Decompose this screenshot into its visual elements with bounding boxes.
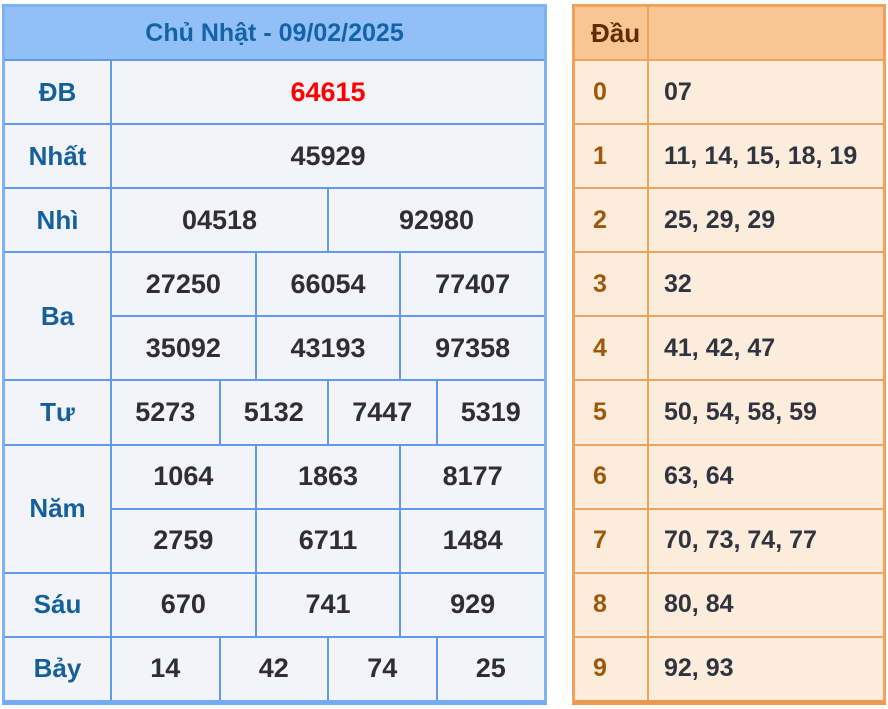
dau-values-4: 41, 42, 47 <box>649 317 883 380</box>
prize-number: 43193 <box>256 317 400 380</box>
dau-digit-7: 7 <box>575 509 647 572</box>
prize-number: 92980 <box>329 189 544 252</box>
prize-number: 8177 <box>401 445 544 508</box>
dau-digit-8: 8 <box>575 573 647 636</box>
prize-number: 2759 <box>112 509 255 572</box>
prize-number: 14 <box>112 637 219 700</box>
prize-number: 97358 <box>401 317 544 380</box>
prize-number: 27250 <box>112 253 255 316</box>
dau-digit-2: 2 <box>575 189 647 252</box>
prize-number-special: 64615 <box>112 61 544 124</box>
dau-values-5: 50, 54, 58, 59 <box>649 381 883 444</box>
prize-number: 741 <box>256 573 400 636</box>
dau-values-8: 80, 84 <box>649 573 883 636</box>
dau-header-label: Đầu <box>575 7 647 59</box>
dau-digit-6: 6 <box>575 445 647 508</box>
prize-number: 929 <box>401 573 544 636</box>
prize-label-nhi: Nhì <box>5 189 110 252</box>
prize-label-db: ĐB <box>5 61 110 124</box>
prize-label-sau: Sáu <box>5 573 110 636</box>
prize-label-ba: Ba <box>5 253 110 380</box>
dau-digit-3: 3 <box>575 253 647 316</box>
prize-number: 74 <box>329 637 436 700</box>
prize-number: 42 <box>220 637 327 700</box>
prize-number: 6711 <box>256 509 400 572</box>
prize-number: 1863 <box>256 445 400 508</box>
dau-values-6: 63, 64 <box>649 445 883 508</box>
prize-number: 5132 <box>220 381 327 444</box>
dau-values-9: 92, 93 <box>649 637 883 700</box>
prize-number: 7447 <box>329 381 436 444</box>
dau-values-3: 32 <box>649 253 883 316</box>
prize-number: 5273 <box>112 381 219 444</box>
prize-number: 77407 <box>401 253 544 316</box>
prize-number: 45929 <box>112 125 544 188</box>
dau-digit-9: 9 <box>575 637 647 700</box>
results-date-title: Chủ Nhật - 09/02/2025 <box>5 7 544 59</box>
dau-values-0: 07 <box>649 61 883 124</box>
prize-number: 25 <box>437 637 544 700</box>
dau-digit-5: 5 <box>575 381 647 444</box>
dau-values-1: 11, 14, 15, 18, 19 <box>649 125 883 188</box>
lottery-results-table: Chủ Nhật - 09/02/2025 ĐB 64615 Nhất 4592… <box>2 4 547 705</box>
prize-number: 1484 <box>401 509 544 572</box>
prize-label-bay: Bảy <box>5 637 110 700</box>
dau-values-2: 25, 29, 29 <box>649 189 883 252</box>
dau-digit-1: 1 <box>575 125 647 188</box>
dau-header-spacer <box>649 7 883 59</box>
prize-number: 35092 <box>112 317 255 380</box>
prize-label-nhat: Nhất <box>5 125 110 188</box>
dau-digit-4: 4 <box>575 317 647 380</box>
prize-label-tu: Tư <box>5 381 110 444</box>
dau-summary-table: Đầu 0 07 1 11, 14, 15, 18, 19 2 25, 29, … <box>572 4 886 705</box>
prize-number: 5319 <box>437 381 544 444</box>
prize-number: 66054 <box>256 253 400 316</box>
dau-values-7: 70, 73, 74, 77 <box>649 509 883 572</box>
prize-number: 04518 <box>112 189 327 252</box>
prize-label-nam: Năm <box>5 445 110 572</box>
prize-number: 670 <box>112 573 255 636</box>
prize-number: 1064 <box>112 445 255 508</box>
dau-digit-0: 0 <box>575 61 647 124</box>
